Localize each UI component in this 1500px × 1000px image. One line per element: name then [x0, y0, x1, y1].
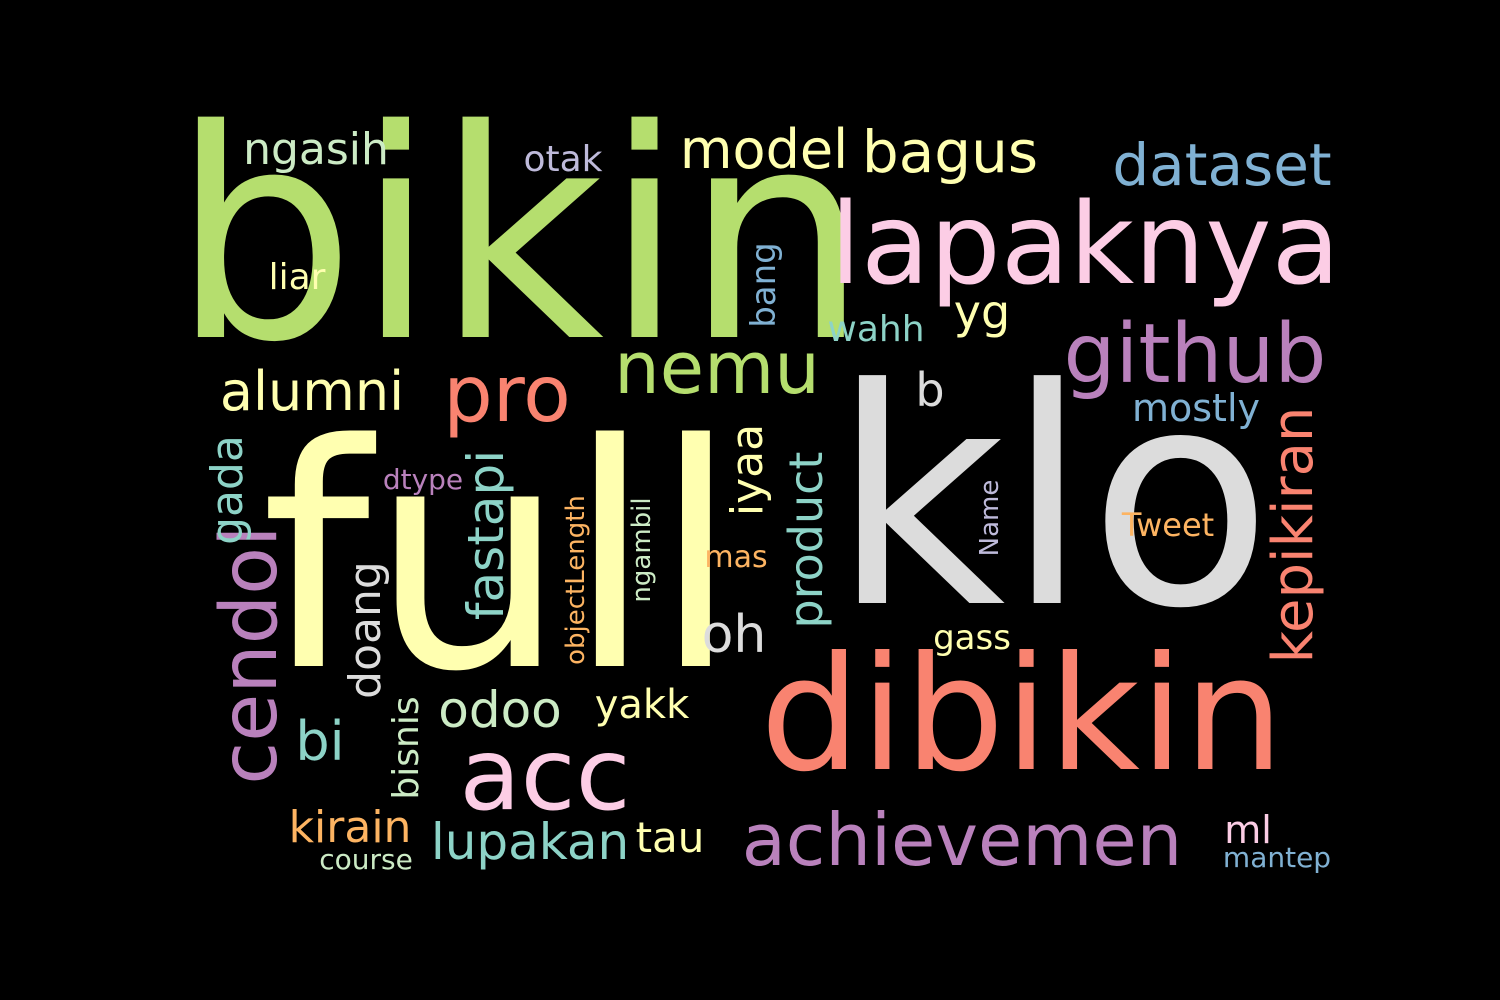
- word-kepikiran: kepikiran: [1261, 406, 1326, 664]
- word-ngasih: ngasih: [243, 124, 389, 175]
- word-ngambil: ngambil: [627, 497, 657, 603]
- word-nemu: nemu: [614, 326, 820, 410]
- word-mas: mas: [704, 540, 768, 575]
- word-mantep: mantep: [1222, 841, 1332, 874]
- word-ml: ml: [1224, 808, 1272, 852]
- word-lupakan: lupakan: [430, 813, 630, 871]
- word-bisnis: bisnis: [386, 696, 427, 800]
- word-bikin: bikin: [171, 69, 869, 406]
- word-dataset: dataset: [1112, 131, 1332, 199]
- word-odoo: odoo: [438, 681, 562, 739]
- word-fastapi: fastapi: [457, 449, 515, 621]
- word-gass: gass: [933, 618, 1011, 658]
- word-doang: doang: [340, 561, 391, 699]
- word-dtype: dtype: [382, 463, 464, 496]
- word-oh: oh: [701, 605, 767, 665]
- word-acc: acc: [459, 716, 631, 833]
- word-bi: bi: [295, 710, 345, 773]
- word-product: product: [779, 451, 833, 629]
- word-achievemen: achievemen: [741, 798, 1183, 882]
- word-kirain: kirain: [288, 802, 412, 853]
- word-yg: yg: [953, 285, 1011, 339]
- word-pro: pro: [443, 350, 571, 440]
- word-tau: tau: [635, 813, 705, 862]
- word-otak: otak: [523, 139, 603, 180]
- word-course: course: [319, 843, 413, 876]
- word-github: github: [1063, 307, 1327, 402]
- word-dibikin: dibikin: [760, 623, 1284, 807]
- word-mostly: mostly: [1131, 386, 1261, 430]
- word-cendol: cendol: [205, 525, 295, 785]
- word-liar: liar: [268, 257, 326, 298]
- word-model: model: [679, 118, 849, 181]
- word-gada: gada: [202, 435, 253, 545]
- word-full: full: [261, 379, 739, 740]
- word-b: b: [915, 363, 945, 417]
- word-tweet: Tweet: [1121, 506, 1215, 544]
- word-bagus: bagus: [861, 118, 1039, 186]
- word-iyaa: iyaa: [722, 423, 773, 517]
- word-name: Name: [975, 479, 1005, 557]
- word-alumni: alumni: [219, 360, 405, 423]
- word-bang: bang: [744, 242, 784, 328]
- word-wahh: wahh: [827, 309, 925, 350]
- word-lapaknya: lapaknya: [829, 180, 1341, 310]
- word-yakk: yakk: [594, 682, 690, 728]
- word-klo: klo: [831, 325, 1273, 674]
- word-objectlength: objectLength: [561, 495, 591, 665]
